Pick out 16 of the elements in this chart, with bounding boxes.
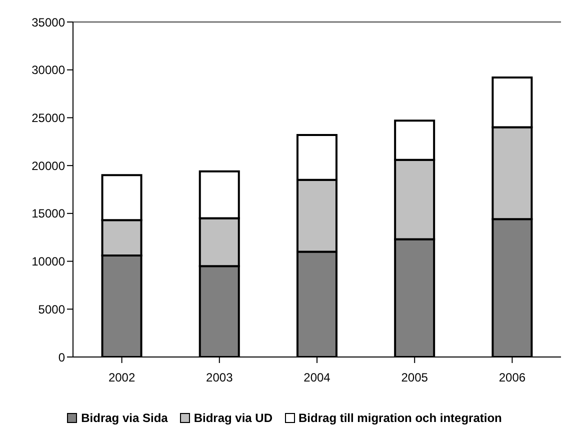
- legend-label: Bidrag via UD: [194, 411, 273, 425]
- y-tick-label: 20000: [32, 158, 66, 173]
- y-tick-label: 30000: [32, 63, 66, 78]
- x-tick-label: 2004: [304, 370, 331, 385]
- legend-label: Bidrag via Sida: [81, 411, 168, 425]
- x-tick-label: 2003: [206, 370, 234, 385]
- x-tick-label: 2005: [401, 370, 428, 385]
- y-tick-label: 35000: [32, 15, 66, 30]
- legend-label: Bidrag till migration och integration: [298, 411, 502, 425]
- y-tick-label: 0: [58, 350, 66, 364]
- y-tick-label: 15000: [32, 206, 66, 221]
- y-tick-label: 25000: [32, 110, 66, 125]
- x-tick-label: 2006: [498, 370, 526, 385]
- y-tick-label: 5000: [38, 302, 66, 316]
- y-tick-label: 10000: [32, 254, 66, 269]
- x-tick-label: 2002: [108, 370, 136, 385]
